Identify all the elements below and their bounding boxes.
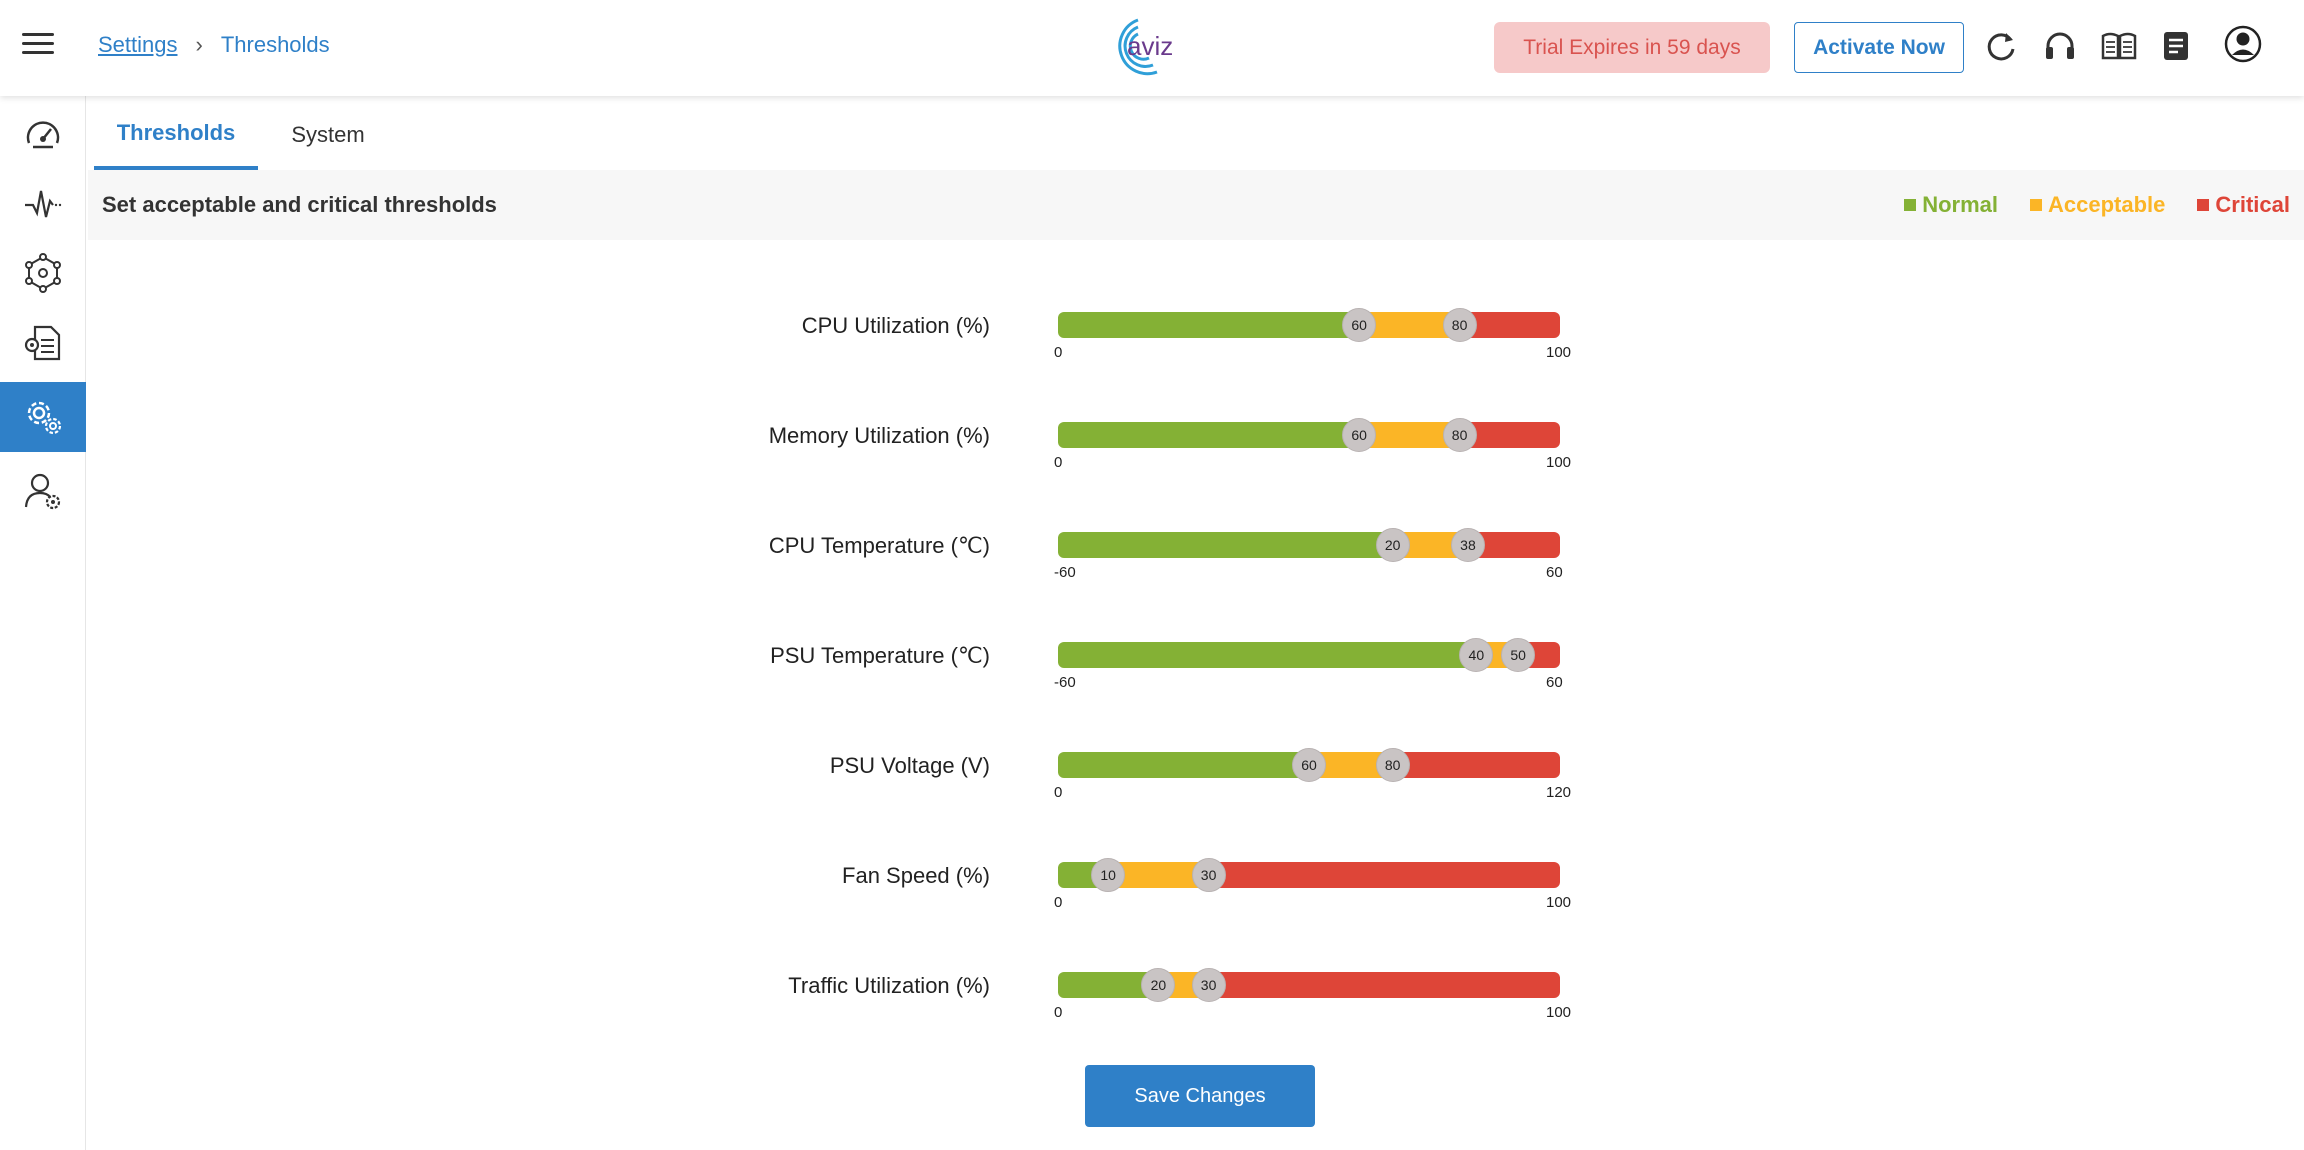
critical-range [1392, 752, 1560, 778]
user-settings-icon [24, 473, 61, 510]
range-min-label: 0 [1054, 454, 1063, 471]
range-min-label: -60 [1054, 564, 1076, 581]
threshold-label: CPU Temperature (℃) [768, 533, 990, 558]
threshold-row-cpu-utilization: CPU Utilization (%) 60 80 0 100 [88, 292, 2304, 382]
notes-icon[interactable] [2161, 28, 2191, 64]
threshold-slider-track[interactable] [1058, 422, 1560, 448]
critical-threshold-handle[interactable]: 80 [1442, 308, 1477, 342]
breadcrumb-settings-link[interactable]: Settings [98, 32, 178, 57]
range-min-label: 0 [1054, 344, 1063, 361]
sidebar-item-settings[interactable] [0, 382, 86, 452]
sidebar-item-user-settings[interactable] [0, 456, 86, 526]
config-file-icon [24, 325, 61, 361]
acceptable-threshold-handle[interactable]: 20 [1141, 968, 1176, 1002]
thresholds-infobar: Set acceptable and critical thresholds N… [88, 170, 2304, 240]
range-max-label: 120 [1546, 784, 1572, 801]
range-max-label: 60 [1546, 564, 1563, 581]
threshold-slider-track[interactable] [1058, 972, 1560, 998]
account-icon[interactable] [2224, 24, 2262, 64]
threshold-slider-track[interactable] [1058, 862, 1560, 888]
sidebar-item-network[interactable] [0, 238, 86, 308]
legend-label-normal: Normal [1922, 192, 1999, 217]
threshold-label: Fan Speed (%) [842, 863, 990, 888]
range-min-label: 0 [1054, 894, 1063, 911]
sidebar-item-monitoring[interactable] [0, 168, 86, 238]
critical-threshold-handle[interactable]: 80 [1375, 748, 1410, 782]
save-changes-button[interactable]: Save Changes [1085, 1065, 1315, 1127]
threshold-row-cpu-temperature: CPU Temperature (℃) 20 38 -60 60 [88, 512, 2304, 602]
range-min-label: 0 [1054, 784, 1063, 801]
normal-range [1058, 422, 1360, 448]
acceptable-threshold-handle[interactable]: 20 [1375, 528, 1410, 562]
critical-threshold-handle[interactable]: 80 [1442, 418, 1477, 452]
sidebar [0, 96, 86, 1150]
acceptable-threshold-handle[interactable]: 10 [1091, 858, 1126, 892]
app-header: Settings › Thresholds aviz Trial Expires… [0, 0, 2304, 96]
range-max-label: 100 [1546, 894, 1572, 911]
sidebar-item-configuration[interactable] [0, 308, 86, 378]
legend: Normal Acceptable Critical [1904, 192, 2290, 218]
normal-range [1058, 312, 1360, 338]
legend-label-critical: Critical [2215, 192, 2290, 217]
activate-now-button[interactable]: Activate Now [1794, 22, 1964, 73]
tab-thresholds[interactable]: Thresholds [94, 100, 258, 170]
legend-swatch-acceptable [2030, 199, 2043, 211]
critical-range [1208, 972, 1560, 998]
acceptable-threshold-handle[interactable]: 60 [1342, 418, 1377, 452]
aviz-logo[interactable]: aviz [1105, 14, 1185, 80]
acceptable-threshold-handle[interactable]: 60 [1292, 748, 1326, 782]
threshold-slider-track[interactable] [1058, 312, 1560, 338]
legend-item-critical: Critical [2197, 192, 2290, 218]
threshold-label: CPU Utilization (%) [801, 313, 990, 338]
normal-range [1058, 642, 1477, 668]
range-max-label: 100 [1546, 454, 1572, 471]
threshold-row-traffic-utilization: Traffic Utilization (%) 20 30 0 100 [88, 952, 2304, 1042]
critical-threshold-handle[interactable]: 50 [1501, 638, 1536, 672]
acceptable-threshold-handle[interactable]: 40 [1459, 638, 1494, 672]
infobar-description: Set acceptable and critical thresholds [102, 192, 497, 217]
range-max-label: 60 [1546, 674, 1563, 691]
threshold-label: PSU Temperature (℃) [770, 643, 990, 668]
critical-threshold-handle[interactable]: 30 [1191, 968, 1226, 1002]
critical-range [1208, 862, 1560, 888]
headset-icon[interactable] [2043, 28, 2077, 64]
legend-swatch-normal [1904, 199, 1917, 211]
normal-range [1058, 532, 1393, 558]
threshold-row-fan-speed: Fan Speed (%) 10 30 0 100 [88, 842, 2304, 932]
legend-item-acceptable: Acceptable [2030, 192, 2165, 218]
breadcrumb: Settings › Thresholds [98, 32, 330, 58]
threshold-label: Traffic Utilization (%) [788, 973, 990, 998]
acceptable-threshold-handle[interactable]: 60 [1342, 308, 1377, 342]
hamburger-menu-icon[interactable] [22, 33, 54, 61]
logo-text: aviz [1127, 31, 1173, 61]
range-min-label: 0 [1054, 1004, 1063, 1021]
breadcrumb-separator: › [195, 32, 203, 57]
normal-range [1058, 752, 1309, 778]
threshold-row-memory-utilization: Memory Utilization (%) 60 80 0 100 [88, 402, 2304, 492]
pulse-icon [25, 190, 62, 218]
dashboard-icon [26, 121, 60, 149]
tab-system[interactable]: System [291, 122, 365, 147]
threshold-label: Memory Utilization (%) [768, 423, 990, 448]
threshold-row-psu-voltage: PSU Voltage (V) 60 80 0 120 [88, 732, 2304, 822]
range-min-label: -60 [1054, 674, 1076, 691]
threshold-label: PSU Voltage (V) [829, 753, 990, 778]
breadcrumb-current: Thresholds [220, 32, 330, 57]
critical-threshold-handle[interactable]: 30 [1191, 858, 1226, 892]
book-icon[interactable] [2100, 28, 2138, 64]
threshold-slider-track[interactable] [1058, 642, 1560, 668]
range-max-label: 100 [1546, 1004, 1572, 1021]
critical-threshold-handle[interactable]: 38 [1450, 528, 1485, 562]
legend-item-normal: Normal [1904, 192, 1998, 218]
legend-swatch-critical [2197, 199, 2210, 211]
legend-label-acceptable: Acceptable [2048, 192, 2166, 217]
tab-bar: Thresholds System [94, 100, 398, 170]
threshold-row-psu-temperature: PSU Temperature (℃) 40 50 -60 60 [88, 622, 2304, 712]
range-max-label: 100 [1546, 344, 1572, 361]
trial-expiry-badge: Trial Expires in 59 days [1494, 22, 1770, 73]
sidebar-item-dashboard[interactable] [0, 98, 86, 168]
network-icon [25, 253, 61, 293]
settings-gears-icon [27, 401, 62, 435]
refresh-icon[interactable] [1984, 28, 2018, 64]
